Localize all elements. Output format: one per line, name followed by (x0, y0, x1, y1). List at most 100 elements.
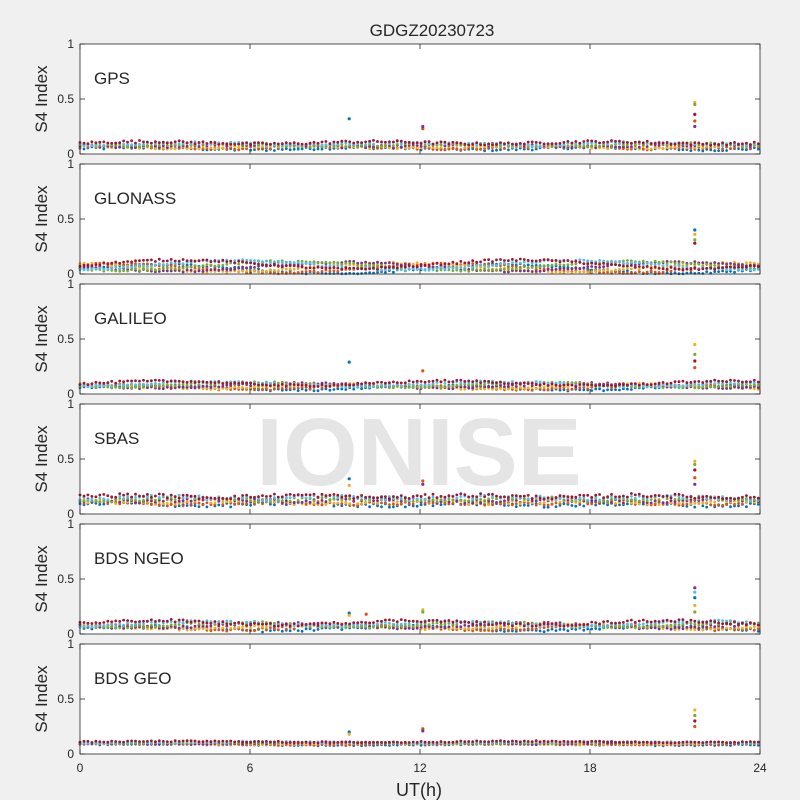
panel-0-point (284, 141, 288, 145)
panel-1-point (653, 270, 657, 274)
panel-3-point (213, 501, 217, 505)
panel-3-point (737, 502, 740, 505)
panel-1-point (610, 263, 613, 266)
panel-3-point (173, 498, 177, 501)
panel-0-point (618, 139, 621, 143)
panel-1-point (134, 267, 137, 271)
panel-2-point (685, 381, 689, 385)
panel-0-point (122, 145, 125, 149)
panel-1-point (134, 262, 137, 266)
panel-1-point (376, 260, 379, 264)
panel-2-point (522, 384, 526, 388)
panel-2-point (122, 386, 125, 390)
panel-1-point (511, 267, 514, 271)
panel-1-point (138, 263, 141, 267)
panel-0-point (439, 148, 443, 152)
panel-2-point (332, 388, 336, 391)
panel-3-point (249, 499, 253, 503)
panel-2-point (102, 381, 106, 385)
panel-0-point (455, 147, 459, 151)
panel-1-point (495, 264, 498, 267)
panel-1-point (209, 263, 213, 267)
panel-2-point (265, 387, 268, 390)
panel-2-point (602, 389, 605, 393)
panel-1-point (173, 262, 177, 265)
panel-0-point (685, 141, 689, 145)
panel-0-point (265, 146, 268, 150)
panel-3-point (134, 501, 137, 505)
panel-1-point (193, 270, 197, 274)
panel-2-point (479, 383, 482, 387)
panel-2-point (741, 386, 744, 390)
panel-2-point (364, 384, 367, 388)
panel-3-point (98, 500, 102, 504)
panel-1-point (594, 262, 598, 265)
panel-2-point (443, 382, 447, 385)
panel-0-point (308, 145, 312, 149)
panel-3-point (622, 501, 625, 505)
panel-2-point (645, 385, 649, 389)
panel-2-point (304, 388, 308, 392)
panel-2-point (534, 387, 538, 390)
panel-0-point (578, 141, 582, 145)
panel-0-point (721, 144, 724, 148)
panel-1-point (245, 261, 249, 264)
panel-0-outlier-point (693, 100, 697, 104)
panel-1-point (606, 268, 609, 272)
panel-1-point (173, 267, 177, 270)
panel-1-point (745, 261, 748, 265)
panel-2-point (598, 383, 601, 387)
panel-1-point (558, 267, 562, 271)
panel-2-point (415, 385, 419, 389)
panel-0-point (685, 146, 689, 150)
panel-3-point (717, 495, 720, 499)
panel-2-point (388, 383, 391, 387)
panel-3-point (752, 498, 756, 502)
panel-1-outlier-point (693, 228, 697, 232)
panel-0-point (503, 142, 506, 146)
panel-1-point (403, 262, 407, 266)
panel-0-point (209, 146, 213, 150)
panel-1-point (193, 264, 197, 267)
panel-0-point (633, 140, 637, 144)
panel-1-point (241, 265, 245, 269)
panel-0-point (372, 142, 375, 146)
panel-2-point (701, 383, 705, 387)
panel-0-point (475, 143, 479, 147)
panel-1-point (479, 263, 482, 267)
panel-1-point (550, 263, 554, 267)
panel-0-point (241, 147, 245, 151)
panel-0-point (749, 143, 752, 147)
panel-0-point (475, 141, 479, 145)
panel-1-point (241, 269, 245, 273)
panel-1-point (752, 268, 756, 272)
panel-1-point (360, 264, 363, 268)
panel-1-point (118, 269, 122, 273)
panel-2-point (427, 383, 431, 386)
panel-1-point (336, 266, 340, 270)
panel-2-point (217, 385, 221, 389)
panel-3-point (86, 493, 90, 497)
panel-1-point (300, 261, 304, 265)
panel-1-point (102, 267, 106, 271)
panel-2-point (550, 382, 554, 386)
panel-3-point (633, 496, 637, 500)
panel-1-point (594, 265, 598, 269)
panel-1-point (423, 268, 427, 272)
panel-0-point (249, 143, 253, 146)
panel-0-point (443, 140, 447, 144)
panel-0-point (328, 146, 332, 150)
panel-0-point (756, 147, 760, 151)
panel-0-point (495, 143, 498, 146)
panel-3-point (154, 494, 157, 498)
panel-0-point (94, 141, 98, 145)
panel-2-point (181, 386, 185, 389)
panel-2-point (94, 383, 98, 387)
panel-2-point (574, 385, 578, 388)
panel-0-point (253, 141, 256, 145)
panel-3-point (590, 499, 594, 503)
panel-3-point (721, 497, 724, 500)
panel-1-point (181, 266, 185, 270)
panel-2-point (138, 379, 141, 383)
panel-2-point (745, 385, 748, 389)
